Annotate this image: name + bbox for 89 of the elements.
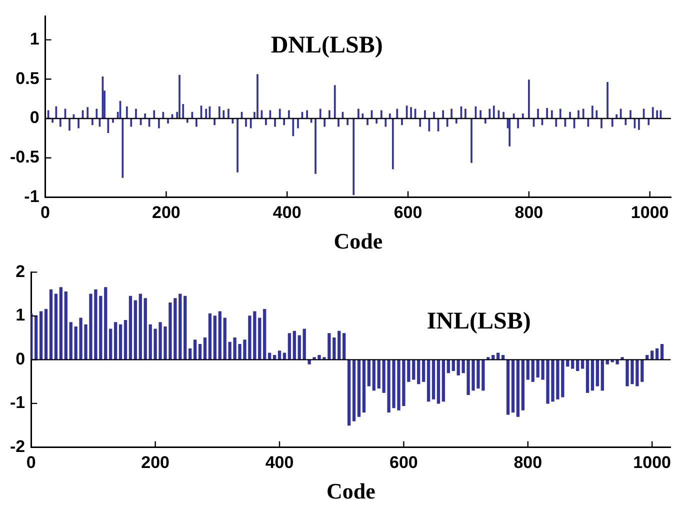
bar	[278, 350, 282, 360]
bar	[571, 360, 574, 369]
bar	[580, 360, 584, 369]
bar	[436, 360, 440, 404]
y-tick-label: 2	[16, 262, 26, 281]
y-tick-label: 1	[30, 29, 40, 48]
bar	[218, 311, 222, 360]
bar	[596, 360, 600, 386]
bar	[144, 298, 147, 360]
bar	[417, 360, 420, 384]
x-tick-label: 1000	[633, 453, 672, 472]
bar	[193, 340, 197, 360]
y-tick-label: 0	[16, 349, 26, 368]
text: DNL(LSB)	[270, 32, 383, 58]
bar	[203, 337, 207, 360]
bar	[442, 360, 446, 402]
bar	[114, 322, 118, 360]
bar	[288, 333, 292, 360]
y-tick-label: 1	[16, 306, 26, 325]
y-tick-label: 0.5	[16, 68, 40, 88]
bar	[600, 360, 604, 391]
bar	[134, 300, 138, 360]
bar	[54, 294, 58, 360]
y-tick-label: -1	[24, 186, 40, 206]
bar	[59, 287, 63, 360]
bar	[208, 313, 212, 360]
bar	[49, 289, 53, 360]
y-tick-label: 0	[30, 108, 40, 128]
bar	[39, 311, 43, 360]
bar	[426, 360, 430, 402]
x-tick-label: 200	[141, 453, 170, 472]
bar	[109, 328, 112, 360]
bar	[352, 360, 356, 422]
bar	[620, 357, 624, 360]
bar	[298, 335, 301, 360]
bar	[412, 360, 416, 380]
bar	[576, 360, 580, 371]
x-tick-label: 400	[265, 453, 294, 472]
x-tick-label: 400	[272, 203, 302, 222]
bar	[258, 318, 262, 360]
bar	[511, 360, 515, 413]
x-tick-label: 600	[390, 453, 418, 472]
bar	[308, 360, 311, 364]
x-tick-label: 800	[514, 453, 542, 472]
bar	[302, 328, 306, 360]
bar	[128, 296, 132, 360]
bar	[64, 292, 68, 360]
x-axis-title: Code	[334, 228, 383, 254]
bar	[586, 360, 590, 393]
bar	[34, 316, 38, 360]
bar	[338, 330, 341, 360]
y-tick-label: -0.5	[10, 148, 40, 167]
y-tick-label: -2	[10, 436, 26, 456]
bar	[521, 360, 525, 410]
bar	[357, 360, 361, 417]
text: INL(LSB)	[426, 308, 531, 334]
y-tick-label: -1	[10, 393, 26, 412]
bar	[650, 350, 654, 360]
x-tick-label: 600	[394, 203, 422, 222]
bar	[124, 320, 128, 360]
x-tick-label: 200	[152, 203, 180, 222]
bar	[263, 309, 266, 360]
bar	[347, 360, 351, 426]
bar	[138, 294, 142, 360]
bar	[452, 360, 455, 371]
bar	[516, 360, 520, 417]
bar	[367, 360, 371, 386]
bar	[188, 348, 192, 360]
x-tick-label: 1000	[630, 203, 669, 222]
bar	[432, 360, 436, 400]
bar	[655, 348, 659, 360]
bar	[362, 360, 366, 413]
bar	[198, 344, 202, 360]
bar	[292, 330, 296, 360]
bar	[372, 360, 376, 391]
bar	[526, 360, 530, 380]
bar	[118, 324, 122, 360]
x-axis-title: Code	[326, 478, 376, 504]
bar	[44, 309, 48, 360]
bar	[506, 360, 510, 415]
bar	[590, 360, 594, 391]
x-tick-label: 800	[514, 203, 544, 222]
bar	[422, 360, 426, 382]
bar	[660, 344, 664, 360]
bar	[184, 296, 187, 360]
bar	[104, 287, 108, 360]
bar	[213, 316, 217, 360]
bar	[342, 333, 346, 360]
bar	[531, 360, 534, 382]
